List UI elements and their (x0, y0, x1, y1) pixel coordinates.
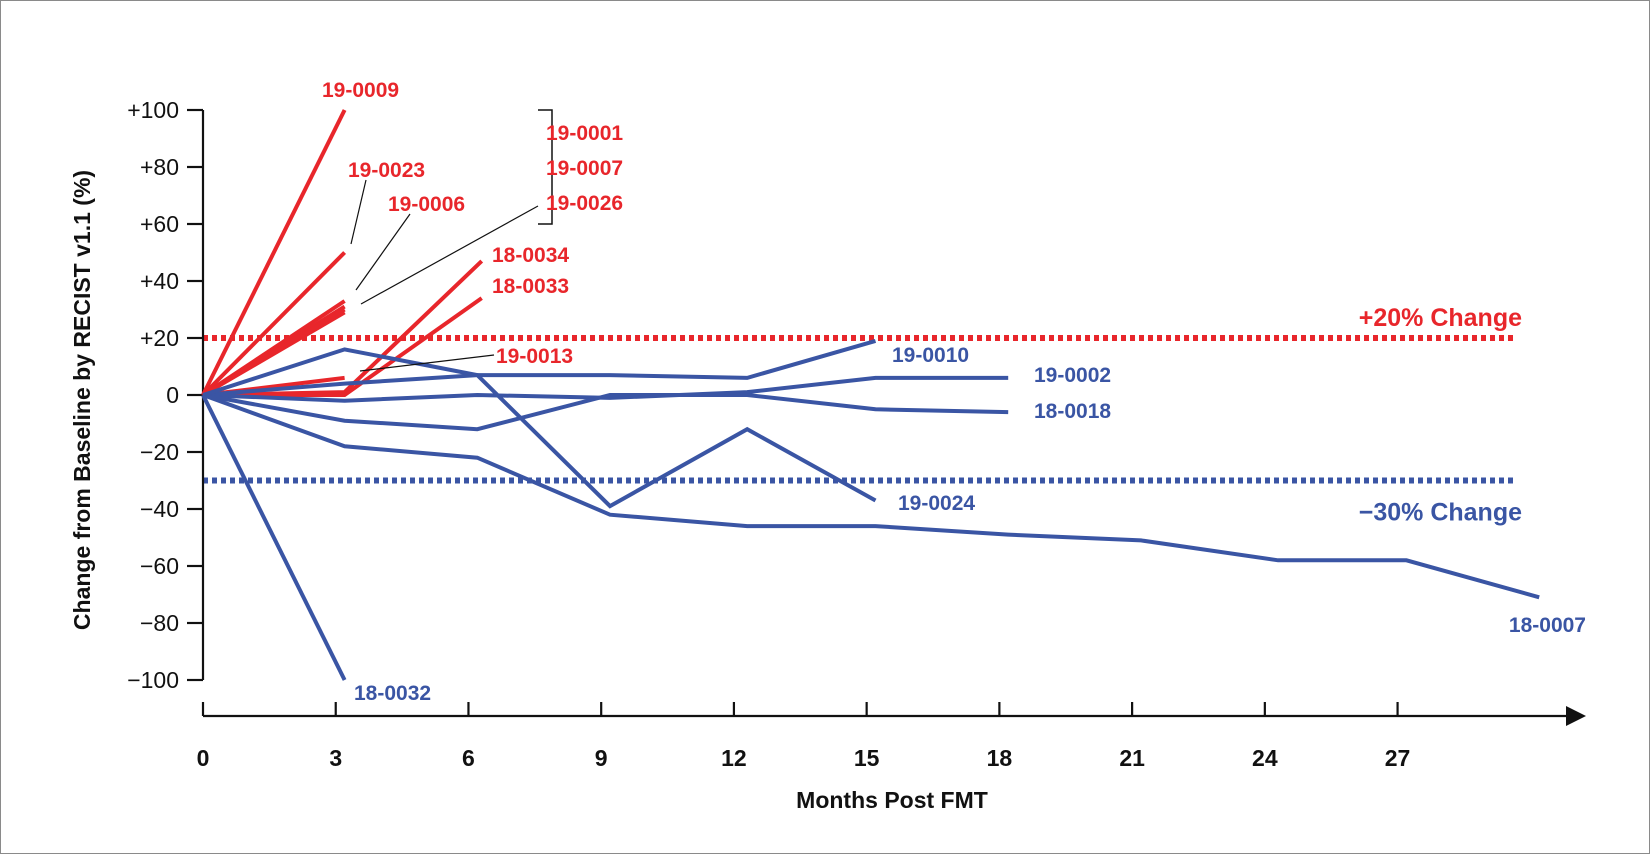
series-label-19-0026: 19-0026 (546, 192, 623, 215)
series-line-19-0009 (201, 109, 347, 396)
series-label-19-0013: 19-0013 (496, 345, 573, 368)
series-line-18-0007 (202, 393, 1540, 600)
label-leader-line (360, 205, 539, 305)
series-label-19-0010: 19-0010 (892, 344, 969, 367)
series-label-19-0023: 19-0023 (348, 159, 425, 182)
x-tick-label: 24 (1252, 745, 1278, 771)
series-label-19-0006: 19-0006 (388, 193, 465, 216)
y-tick-label: +40 (140, 268, 179, 294)
series-label-18-0007: 18-0007 (1509, 614, 1586, 637)
x-tick-label: 0 (197, 745, 210, 771)
x-tick-label: 9 (595, 745, 608, 771)
series-label-18-0033: 18-0033 (492, 275, 569, 298)
x-tick-label: 21 (1119, 745, 1145, 771)
series-label-18-0032: 18-0032 (354, 682, 431, 705)
y-tick-label: +80 (140, 154, 179, 180)
y-tick-label: −100 (127, 667, 179, 693)
x-tick-label: 27 (1385, 745, 1411, 771)
series-line-19-0024 (202, 347, 877, 509)
series-label-19-0024: 19-0024 (898, 492, 975, 515)
series-label-19-0009: 19-0009 (322, 79, 399, 102)
x-axis-title: Months Post FMT (796, 787, 988, 813)
x-tick-label: 12 (721, 745, 747, 771)
series-line-18-0032 (201, 394, 347, 681)
y-tick-label: +60 (140, 211, 179, 237)
reference-line-label: −30% Change (1359, 499, 1522, 527)
series-line-19-0026 (201, 307, 346, 397)
label-leader-line (350, 179, 367, 245)
x-axis-arrow-icon (1566, 706, 1586, 726)
x-tick-label: 15 (854, 745, 880, 771)
x-tick-label: 6 (462, 745, 475, 771)
series-line-19-0023 (201, 251, 347, 397)
series-line-19-0010 (202, 338, 877, 397)
x-tick-label: 18 (987, 745, 1013, 771)
series-line-18-0018 (202, 393, 1009, 432)
reference-line-label: +20% Change (1359, 304, 1522, 332)
x-tick-label: 3 (329, 745, 342, 771)
series-label-19-0001: 19-0001 (546, 122, 623, 145)
label-leader-line (355, 213, 411, 291)
series-line-19-0002 (202, 375, 1009, 403)
y-tick-label: −20 (140, 439, 179, 465)
series-label-18-0034: 18-0034 (492, 244, 569, 267)
y-tick-label: −40 (140, 496, 179, 522)
y-tick-label: +100 (127, 97, 179, 123)
y-tick-label: −60 (140, 553, 179, 579)
series-label-19-0007: 19-0007 (546, 157, 623, 180)
label-leader-line (359, 354, 495, 372)
series-label-18-0018: 18-0018 (1034, 400, 1111, 423)
y-tick-label: 0 (166, 382, 179, 408)
y-tick-label: +20 (140, 325, 179, 351)
y-axis-title: Change from Baseline by RECIST v1.1 (%) (69, 170, 95, 630)
label-bracket (538, 109, 553, 225)
y-tick-label: −80 (140, 610, 179, 636)
series-label-19-0002: 19-0002 (1034, 364, 1111, 387)
